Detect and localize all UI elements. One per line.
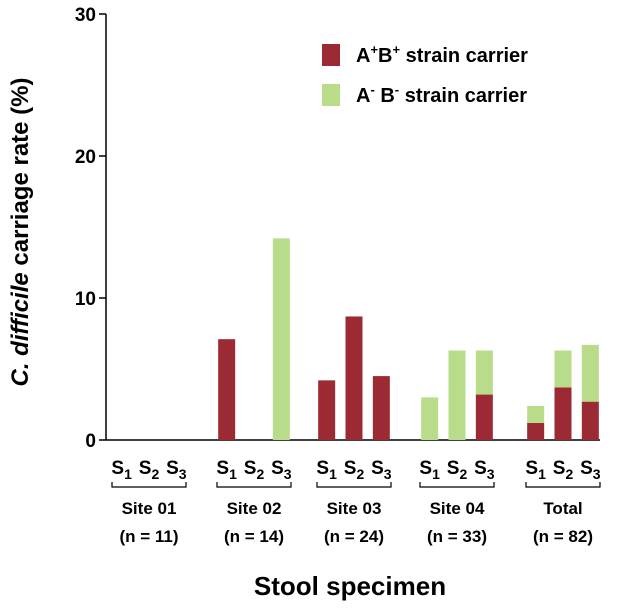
- specimen-label: S3: [271, 458, 292, 482]
- group-bracket: [216, 482, 292, 488]
- y-tick-label: 30: [75, 5, 96, 26]
- legend-label: A- B- strain carrier: [356, 82, 527, 107]
- specimen-label: S1: [111, 458, 132, 482]
- legend-label: A+B+ strain carrier: [356, 42, 528, 67]
- bar-series1-group2-s1: [218, 339, 236, 440]
- bars: [218, 238, 599, 440]
- group-bracket: [111, 482, 187, 488]
- specimen-label: S1: [525, 458, 546, 482]
- specimen-label: S2: [344, 458, 365, 482]
- group-n-label: (n = 33): [427, 527, 487, 546]
- y-tick-label: 20: [75, 147, 96, 168]
- legend: A+B+ strain carrier A- B- strain carrier: [322, 42, 528, 107]
- bar-series1-group5-s1: [527, 422, 545, 440]
- bar-series2-group4-s2: [448, 350, 466, 440]
- group-n-label: (n = 14): [224, 527, 284, 546]
- group-bracket: [316, 482, 392, 488]
- specimen-label: S1: [216, 458, 237, 482]
- specimen-label: S3: [580, 458, 601, 482]
- group-label: Site 04: [430, 499, 485, 518]
- legend-swatch: [322, 44, 340, 66]
- group-n-label: (n = 11): [119, 527, 178, 546]
- y-axis-label: C. difficile carriage rate (%): [7, 77, 34, 386]
- bar-series1-group5-s3: [581, 401, 599, 440]
- bar-series2-group5-s2: [554, 350, 572, 388]
- bar-series1-group3-s3: [372, 376, 390, 440]
- bar-series1-group4-s3: [475, 394, 493, 440]
- group-n-label: (n = 24): [324, 527, 384, 546]
- specimen-label: S2: [244, 458, 265, 482]
- group-label: Site 02: [227, 499, 282, 518]
- legend-swatch: [322, 84, 340, 106]
- x-axis-label: Stool specimen: [254, 571, 446, 601]
- group-label: Total: [543, 499, 582, 518]
- group-n-label: (n = 82): [533, 527, 593, 546]
- group-label: Site 03: [327, 499, 382, 518]
- specimen-label: S2: [447, 458, 468, 482]
- specimen-label: S3: [166, 458, 187, 482]
- bar-series2-group4-s3: [475, 350, 493, 395]
- specimen-label: S1: [419, 458, 440, 482]
- specimen-label: S1: [316, 458, 337, 482]
- bar-series2-group2-s3: [272, 238, 290, 440]
- specimen-label: S2: [553, 458, 574, 482]
- specimen-label: S3: [371, 458, 392, 482]
- bar-series1-group5-s2: [554, 387, 572, 440]
- bar-series2-group5-s3: [581, 344, 599, 402]
- group-bracket: [525, 482, 601, 488]
- bar-series2-group4-s1: [421, 397, 439, 440]
- y-tick-label: 0: [85, 431, 96, 452]
- bar-series1-group3-s1: [318, 380, 336, 440]
- group-label: Site 01: [122, 499, 177, 518]
- specimen-label: S3: [474, 458, 495, 482]
- specimen-label: S2: [139, 458, 160, 482]
- group-bracket: [419, 482, 495, 488]
- y-tick-label: 10: [75, 289, 96, 310]
- bar-series1-group3-s2: [345, 316, 363, 440]
- bar-series2-group5-s1: [527, 405, 545, 423]
- y-ticks: 0 10 20 30: [75, 5, 106, 452]
